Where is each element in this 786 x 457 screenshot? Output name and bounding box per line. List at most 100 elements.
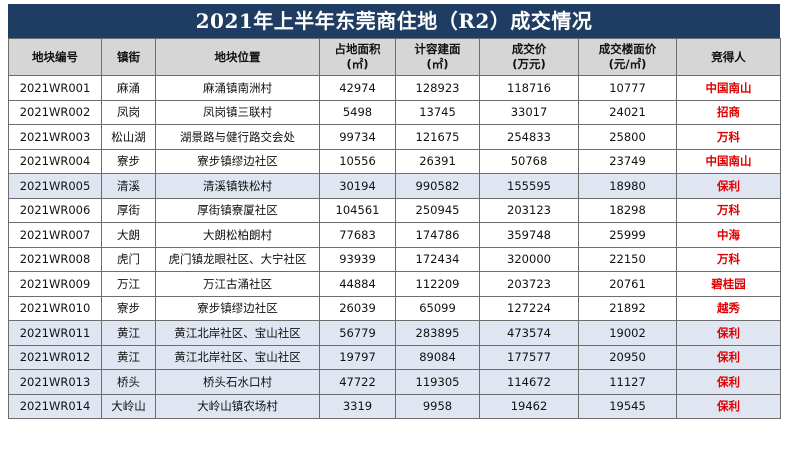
cell-plot-id[interactable]: 2021WR013: [8, 369, 102, 395]
cell-price[interactable]: 33017: [479, 99, 579, 125]
cell-town[interactable]: 凤岗: [101, 99, 156, 125]
cell-location[interactable]: 大朗松柏朗村: [155, 222, 320, 248]
cell-unit-price[interactable]: 21892: [578, 295, 677, 321]
cell-gfa[interactable]: 65099: [395, 295, 480, 321]
cell-plot-id[interactable]: 2021WR011: [8, 320, 102, 346]
cell-price[interactable]: 19462: [479, 393, 579, 419]
cell-gfa[interactable]: 112209: [395, 271, 480, 297]
cell-site-area[interactable]: 99734: [319, 124, 396, 150]
cell-location[interactable]: 虎门镇龙眼社区、大宁社区: [155, 246, 320, 272]
cell-site-area[interactable]: 42974: [319, 75, 396, 101]
cell-winner[interactable]: 万科: [676, 124, 781, 150]
cell-unit-price[interactable]: 19545: [578, 393, 677, 419]
cell-site-area[interactable]: 77683: [319, 222, 396, 248]
cell-price[interactable]: 114672: [479, 369, 579, 395]
cell-site-area[interactable]: 3319: [319, 393, 396, 419]
cell-plot-id[interactable]: 2021WR007: [8, 222, 102, 248]
cell-town[interactable]: 黄江: [101, 344, 156, 370]
cell-winner[interactable]: 保利: [676, 369, 781, 395]
cell-winner[interactable]: 保利: [676, 344, 781, 370]
cell-price[interactable]: 359748: [479, 222, 579, 248]
cell-town[interactable]: 万江: [101, 271, 156, 297]
cell-location[interactable]: 厚街镇寮厦社区: [155, 197, 320, 223]
cell-town[interactable]: 寮步: [101, 295, 156, 321]
cell-town[interactable]: 桥头: [101, 369, 156, 395]
cell-site-area[interactable]: 10556: [319, 148, 396, 174]
cell-winner[interactable]: 中国南山: [676, 75, 781, 101]
cell-winner[interactable]: 万科: [676, 246, 781, 272]
cell-plot-id[interactable]: 2021WR010: [8, 295, 102, 321]
cell-location[interactable]: 湖景路与健行路交会处: [155, 124, 320, 150]
cell-plot-id[interactable]: 2021WR006: [8, 197, 102, 223]
cell-winner[interactable]: 保利: [676, 320, 781, 346]
cell-location[interactable]: 大岭山镇农场村: [155, 393, 320, 419]
cell-unit-price[interactable]: 19002: [578, 320, 677, 346]
cell-plot-id[interactable]: 2021WR014: [8, 393, 102, 419]
cell-gfa[interactable]: 9958: [395, 393, 480, 419]
cell-plot-id[interactable]: 2021WR002: [8, 99, 102, 125]
cell-gfa[interactable]: 119305: [395, 369, 480, 395]
cell-gfa[interactable]: 250945: [395, 197, 480, 223]
cell-winner[interactable]: 保利: [676, 393, 781, 419]
cell-price[interactable]: 473574: [479, 320, 579, 346]
cell-gfa[interactable]: 13745: [395, 99, 480, 125]
cell-unit-price[interactable]: 25999: [578, 222, 677, 248]
cell-winner[interactable]: 中国南山: [676, 148, 781, 174]
cell-unit-price[interactable]: 25800: [578, 124, 677, 150]
cell-price[interactable]: 50768: [479, 148, 579, 174]
cell-gfa[interactable]: 172434: [395, 246, 480, 272]
cell-winner[interactable]: 碧桂园: [676, 271, 781, 297]
cell-winner[interactable]: 万科: [676, 197, 781, 223]
cell-town[interactable]: 黄江: [101, 320, 156, 346]
header-town[interactable]: 镇街: [101, 38, 156, 76]
cell-town[interactable]: 大岭山: [101, 393, 156, 419]
cell-unit-price[interactable]: 20950: [578, 344, 677, 370]
cell-unit-price[interactable]: 11127: [578, 369, 677, 395]
cell-site-area[interactable]: 19797: [319, 344, 396, 370]
cell-winner[interactable]: 保利: [676, 173, 781, 199]
cell-gfa[interactable]: 283895: [395, 320, 480, 346]
cell-plot-id[interactable]: 2021WR008: [8, 246, 102, 272]
cell-gfa[interactable]: 174786: [395, 222, 480, 248]
cell-gfa[interactable]: 26391: [395, 148, 480, 174]
cell-price[interactable]: 203723: [479, 271, 579, 297]
header-unit-price[interactable]: 成交楼面价 (元/㎡): [578, 38, 677, 76]
cell-price[interactable]: 127224: [479, 295, 579, 321]
cell-plot-id[interactable]: 2021WR004: [8, 148, 102, 174]
cell-location[interactable]: 黄江北岸社区、宝山社区: [155, 344, 320, 370]
cell-price[interactable]: 203123: [479, 197, 579, 223]
cell-price[interactable]: 320000: [479, 246, 579, 272]
cell-price[interactable]: 155595: [479, 173, 579, 199]
cell-plot-id[interactable]: 2021WR003: [8, 124, 102, 150]
cell-unit-price[interactable]: 22150: [578, 246, 677, 272]
cell-town[interactable]: 清溪: [101, 173, 156, 199]
cell-gfa[interactable]: 990582: [395, 173, 480, 199]
cell-unit-price[interactable]: 20761: [578, 271, 677, 297]
header-winner[interactable]: 竞得人: [676, 38, 781, 76]
cell-gfa[interactable]: 121675: [395, 124, 480, 150]
cell-unit-price[interactable]: 23749: [578, 148, 677, 174]
cell-location[interactable]: 清溪镇铁松村: [155, 173, 320, 199]
cell-town[interactable]: 厚街: [101, 197, 156, 223]
cell-site-area[interactable]: 26039: [319, 295, 396, 321]
cell-unit-price[interactable]: 18298: [578, 197, 677, 223]
cell-location[interactable]: 凤岗镇三联村: [155, 99, 320, 125]
cell-site-area[interactable]: 93939: [319, 246, 396, 272]
cell-site-area[interactable]: 30194: [319, 173, 396, 199]
cell-site-area[interactable]: 44884: [319, 271, 396, 297]
cell-town[interactable]: 虎门: [101, 246, 156, 272]
cell-location[interactable]: 麻涌镇南洲村: [155, 75, 320, 101]
cell-location[interactable]: 万江古涌社区: [155, 271, 320, 297]
cell-town[interactable]: 松山湖: [101, 124, 156, 150]
cell-unit-price[interactable]: 18980: [578, 173, 677, 199]
cell-location[interactable]: 黄江北岸社区、宝山社区: [155, 320, 320, 346]
cell-site-area[interactable]: 104561: [319, 197, 396, 223]
cell-gfa[interactable]: 89084: [395, 344, 480, 370]
cell-price[interactable]: 254833: [479, 124, 579, 150]
cell-plot-id[interactable]: 2021WR009: [8, 271, 102, 297]
cell-site-area[interactable]: 47722: [319, 369, 396, 395]
cell-location[interactable]: 桥头石水口村: [155, 369, 320, 395]
cell-unit-price[interactable]: 24021: [578, 99, 677, 125]
cell-winner[interactable]: 招商: [676, 99, 781, 125]
cell-location[interactable]: 寮步镇缪边社区: [155, 295, 320, 321]
